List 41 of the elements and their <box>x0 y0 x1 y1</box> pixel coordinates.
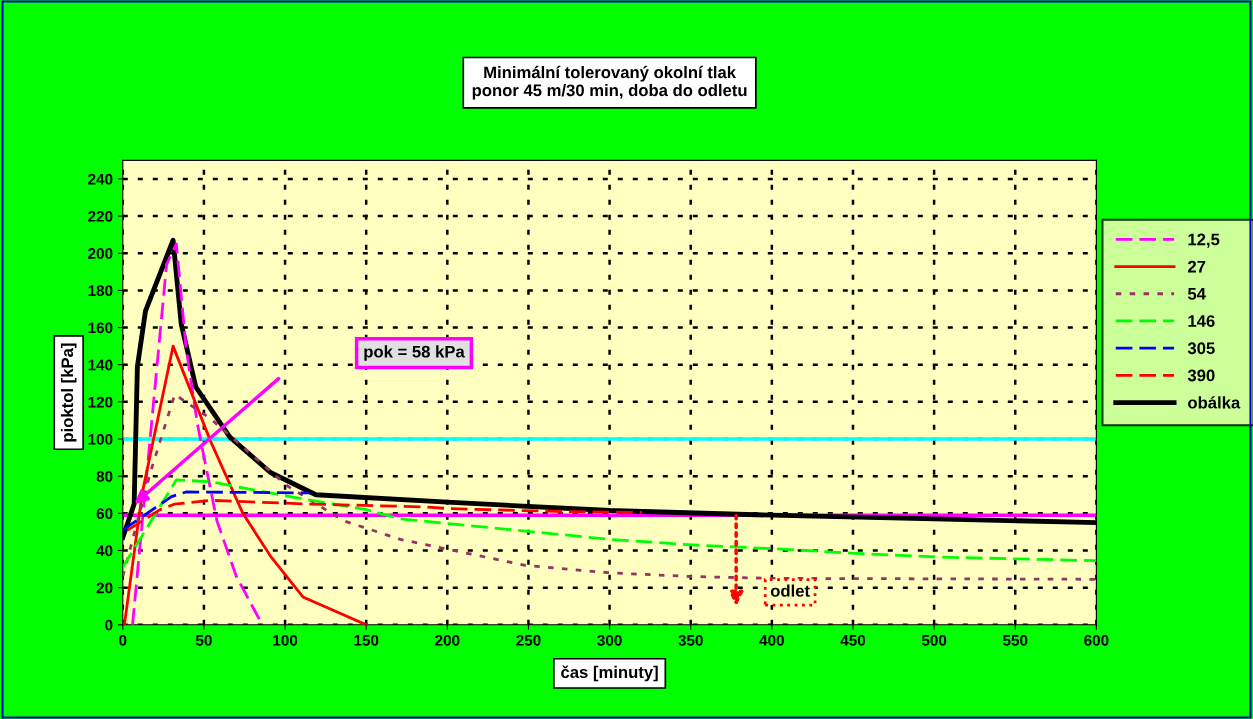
x-tick-label: 300 <box>597 634 622 646</box>
annotation: odlet <box>770 584 810 597</box>
y-tick-label: 120 <box>88 396 113 408</box>
y-tick-label: 0 <box>105 619 113 631</box>
x-tick-label: 550 <box>1002 634 1028 646</box>
annotation: pok = 58 kPa <box>364 345 465 361</box>
x-axis-title: čas [minuty] <box>561 665 658 682</box>
y-axis-title: pioktol [kPa] <box>60 343 77 442</box>
x-tick-label: 0 <box>119 634 127 646</box>
y-tick-label: 80 <box>96 471 113 482</box>
legend-label: 27 <box>1188 260 1206 273</box>
x-tick-label: 50 <box>195 634 212 646</box>
y-tick-label: 200 <box>88 248 113 259</box>
y-tick-label: 40 <box>96 545 113 557</box>
x-tick-label: 100 <box>273 634 298 646</box>
y-tick-label: 160 <box>88 322 113 334</box>
line-series <box>122 490 311 532</box>
x-tick-label: 600 <box>1084 634 1109 646</box>
y-tick-label: 20 <box>96 582 113 594</box>
x-tick-label: 150 <box>354 634 379 646</box>
y-tick-label: 140 <box>88 359 113 371</box>
legend-label: 305 <box>1187 342 1215 355</box>
x-tick-label: 350 <box>678 634 703 646</box>
y-tick-label: 220 <box>88 210 113 222</box>
line-series <box>122 478 1097 569</box>
line-series <box>122 393 1097 581</box>
y-tick-label: 240 <box>88 173 113 185</box>
legend-label: 146 <box>1188 315 1215 327</box>
x-tick-label: 200 <box>435 634 460 646</box>
legend-label: obálka <box>1188 396 1241 409</box>
x-tick-label: 500 <box>921 634 947 646</box>
legend-label: 390 <box>1187 369 1215 382</box>
x-tick-label: 450 <box>840 634 866 646</box>
x-tick-label: 250 <box>516 634 541 646</box>
legend-label: 12,5 <box>1188 233 1220 248</box>
legend-label: 54 <box>1187 288 1206 300</box>
y-tick-label: 180 <box>88 285 113 297</box>
y-tick-label: 100 <box>88 433 113 445</box>
y-tick-label: 60 <box>96 508 113 520</box>
chart-title: Minimální tolerovaný okolní tlak ponor 45 m/30 min, doba do odletu <box>472 65 747 100</box>
x-tick-label: 400 <box>759 634 784 646</box>
